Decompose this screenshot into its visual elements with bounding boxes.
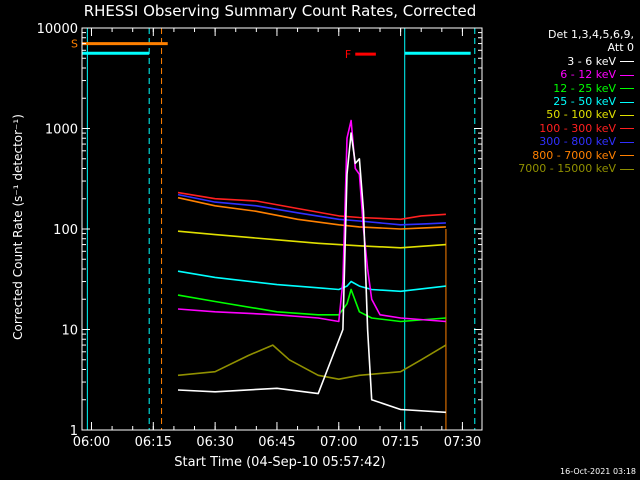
x-tick-label: 06:30 xyxy=(196,435,233,450)
legend-swatch xyxy=(620,168,634,170)
y-tick-label: 1000 xyxy=(45,123,78,138)
y-tick-label: 10 xyxy=(61,324,78,339)
legend-item-label: 6 - 12 keV xyxy=(560,68,616,82)
series-line xyxy=(177,132,446,414)
x-tick-label: 06:15 xyxy=(135,435,172,450)
legend-item: 12 - 25 keV xyxy=(518,82,634,95)
legend-swatch xyxy=(620,114,634,116)
legend-header-2: Att 0 xyxy=(607,41,634,55)
x-tick-label: 07:15 xyxy=(382,435,419,450)
legend-item-label: 25 - 50 keV xyxy=(553,95,616,109)
series-line xyxy=(177,191,446,221)
legend-header-1: Det 1,3,4,5,6,9, xyxy=(547,28,634,41)
legend-item-label: 800 - 7000 keV xyxy=(532,148,616,162)
legend-swatch xyxy=(620,74,634,76)
legend: Det 1,3,4,5,6,9, Att 0 3 - 6 keV 6 - 12 k… xyxy=(518,28,634,175)
legend-swatch xyxy=(620,155,634,157)
timestamp: 16-Oct-2021 03:18 xyxy=(560,467,636,476)
legend-item: 100 - 300 keV xyxy=(518,122,634,135)
x-axis-label: Start Time (04-Sep-10 05:57:42) xyxy=(174,455,385,470)
y-tick-label: 100 xyxy=(53,223,78,238)
legend-swatch xyxy=(620,141,634,143)
y-tick-label: 10000 xyxy=(37,22,78,37)
legend-item: 7000 - 15000 keV xyxy=(518,162,634,175)
y-tick-label: 1 xyxy=(70,424,78,439)
series-line xyxy=(177,288,446,323)
chart-title: RHESSI Observing Summary Count Rates, Co… xyxy=(83,2,477,20)
plot-area: SF xyxy=(71,28,476,430)
series-line xyxy=(177,196,446,230)
legend-item: 3 - 6 keV xyxy=(518,55,634,68)
series-line xyxy=(177,270,446,293)
x-tick-label: 07:00 xyxy=(320,435,357,450)
legend-item-label: 50 - 100 keV xyxy=(546,108,616,122)
legend-item: 800 - 7000 keV xyxy=(518,149,634,162)
x-tick-label: 06:00 xyxy=(73,435,110,450)
plot-frame xyxy=(81,27,483,431)
legend-swatch xyxy=(620,61,634,63)
legend-item-label: 12 - 25 keV xyxy=(553,81,616,95)
series-line xyxy=(177,230,446,249)
legend-item: 50 - 100 keV xyxy=(518,108,634,121)
x-tick-label: 06:45 xyxy=(258,435,295,450)
flag-label: S xyxy=(71,38,78,51)
series-line xyxy=(177,193,446,226)
legend-item-label: 100 - 300 keV xyxy=(539,121,616,135)
legend-item: 6 - 12 keV xyxy=(518,68,634,81)
legend-item-label: 3 - 6 keV xyxy=(567,54,616,68)
y-axis-label: Corrected Count Rate (s⁻¹ detector⁻¹) xyxy=(11,114,25,340)
series-line xyxy=(177,344,447,381)
legend-swatch xyxy=(620,101,634,103)
legend-item: 25 - 50 keV xyxy=(518,95,634,108)
legend-swatch xyxy=(620,128,634,130)
legend-swatch xyxy=(620,88,634,90)
x-tick-label: 07:30 xyxy=(444,435,481,450)
axes: 1 10 100 1000 10000 06:00 06:15 06:30 06:45 07:00… xyxy=(37,22,483,450)
legend-items: 3 - 6 keV 6 - 12 keV 12 - 25 keV 25 - 50 ke… xyxy=(518,55,634,176)
flag-label: F xyxy=(345,48,351,61)
legend-item-label: 7000 - 15000 keV xyxy=(518,162,616,176)
legend-item: 300 - 800 keV xyxy=(518,135,634,148)
legend-item-label: 300 - 800 keV xyxy=(539,135,616,149)
